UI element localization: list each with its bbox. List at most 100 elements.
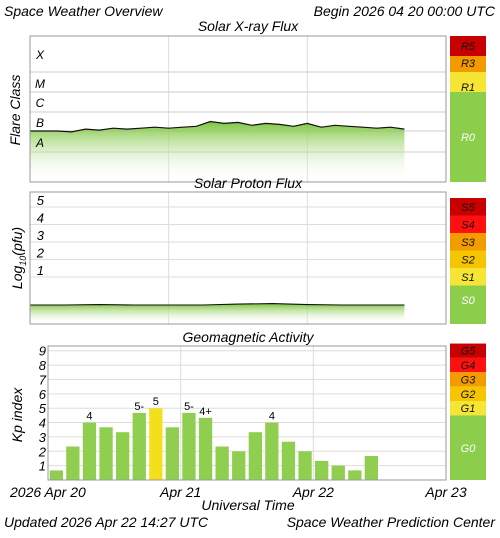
xray-frame <box>29 35 447 183</box>
g-scale-band <box>450 401 486 416</box>
r-scale-label: R0 <box>461 132 476 144</box>
kp-title: Geomagnetic Activity <box>183 329 315 345</box>
g-scale-band <box>450 386 486 402</box>
xray-flux-line <box>30 120 405 133</box>
proton-y-tick-label: 2 <box>36 246 45 261</box>
proton-scale: S5 S4 S3 S2 S1 S0 <box>450 198 486 324</box>
kp-ylabel: Kp index <box>9 387 25 442</box>
s-scale-band <box>450 268 486 286</box>
xray-class-label: X <box>35 48 45 62</box>
kp-y-tick-label: 1 <box>39 459 46 474</box>
header-title: Space Weather Overview <box>4 3 163 19</box>
kp-bar <box>348 470 362 480</box>
proton-flux-line <box>30 303 405 306</box>
kp-y-tick-label: 8 <box>39 358 47 373</box>
g-scale-band <box>450 343 486 358</box>
kp-bar <box>99 427 113 480</box>
s-scale-label: S0 <box>461 295 475 307</box>
proton-y-tick-label: 1 <box>37 263 44 278</box>
proton-grid <box>30 192 446 324</box>
kp-x-tick-label: Apr 23 <box>424 484 466 500</box>
kp-bar <box>265 422 279 480</box>
kp-bar <box>198 417 213 480</box>
s-scale-label: S2 <box>461 255 474 267</box>
kp-y-tick-label: 7 <box>39 372 47 387</box>
footer-center: Space Weather Prediction Center <box>287 514 497 530</box>
kp-bar <box>149 408 163 480</box>
kp-x-tick-label: Apr 22 <box>292 484 334 500</box>
kp-bars: 4 5- 5 5- 4+ 4 <box>49 396 378 480</box>
proton-y-tick-label: 3 <box>37 228 45 243</box>
kp-bar <box>165 427 179 480</box>
kp-bar <box>215 446 229 480</box>
header-begin: Begin 2026 04 20 00:00 UTC <box>314 3 496 19</box>
kp-bar <box>248 432 262 480</box>
s-scale-band <box>450 215 486 233</box>
xray-flux-fill <box>30 121 405 182</box>
g-scale-green-band <box>450 415 486 480</box>
s-scale-label: S5 <box>461 202 475 214</box>
kp-frame <box>47 345 447 481</box>
kp-bar-label: 4 <box>269 411 275 423</box>
kp-y-tick-label: 2 <box>38 444 47 459</box>
s-scale-label: S1 <box>461 272 474 284</box>
kp-bar <box>281 441 296 480</box>
proton-frame <box>29 191 447 325</box>
kp-bar-label: 5 <box>153 396 159 408</box>
kp-x-ticks: 2026 Apr 20 Apr 21 Apr 22 Apr 23 <box>9 484 467 500</box>
xray-ylabel: Flare Class <box>7 75 23 146</box>
xray-title: Solar X-ray Flux <box>198 18 299 34</box>
xray-class-label: M <box>35 77 45 91</box>
g-scale-band <box>450 372 486 387</box>
kp-y-tick-label: 6 <box>39 387 47 402</box>
r-scale-label: R5 <box>461 41 476 53</box>
kp-y-tick-label: 9 <box>39 344 46 359</box>
g-scale-label: G3 <box>461 374 477 386</box>
kp-bar <box>66 446 80 480</box>
kp-bar <box>82 422 97 480</box>
proton-flux-fill <box>30 303 405 324</box>
xray-class-label: B <box>36 116 44 130</box>
kp-bar <box>315 460 329 480</box>
s-scale-band <box>450 233 486 251</box>
kp-bar-label: 4+ <box>199 406 212 418</box>
kp-y-tick-label: 5 <box>39 401 47 416</box>
r-scale-red-band <box>450 36 486 56</box>
kp-scale: G5 G4 G3 G2 G1 G0 <box>450 343 486 480</box>
proton-title: Solar Proton Flux <box>194 175 303 191</box>
s-scale-label: S4 <box>461 220 474 232</box>
g-scale-band <box>450 357 486 373</box>
kp-xlabel: Universal Time <box>201 497 294 513</box>
proton-area <box>30 303 405 324</box>
kp-bar <box>298 451 312 480</box>
kp-bar <box>182 412 196 480</box>
kp-bar <box>331 465 345 480</box>
kp-bar <box>232 451 246 480</box>
kp-x-tick-label: 2026 Apr 20 <box>9 484 86 500</box>
r-scale-yellow-band <box>450 72 486 92</box>
s-scale-band <box>450 250 486 268</box>
xray-area <box>30 120 405 182</box>
xray-scale: R5 R3 R1 R0 <box>450 36 486 182</box>
g-scale-label: G2 <box>461 389 476 401</box>
s-scale-green-band <box>450 285 486 324</box>
kp-grid <box>48 346 446 480</box>
g-scale-label: G0 <box>461 443 477 455</box>
kp-y-tick-label: 3 <box>39 430 47 445</box>
proton-y-ticks: 1 2 3 4 5 <box>36 193 45 278</box>
kp-bar <box>132 412 146 480</box>
proton-y-tick-label: 4 <box>37 211 44 226</box>
kp-bar-label: 5- <box>134 401 144 413</box>
proton-y-tick-label: 5 <box>37 193 45 208</box>
xray-class-label: A <box>35 136 44 150</box>
kp-y-tick-label: 4 <box>39 416 46 431</box>
proton-ylabel: Log10(pfu) <box>9 227 28 289</box>
g-scale-label: G4 <box>461 360 476 372</box>
r-scale-label: R1 <box>461 82 475 94</box>
kp-bar <box>49 470 63 480</box>
kp-x-tick-label: Apr 21 <box>159 484 201 500</box>
kp-bar <box>364 456 378 480</box>
